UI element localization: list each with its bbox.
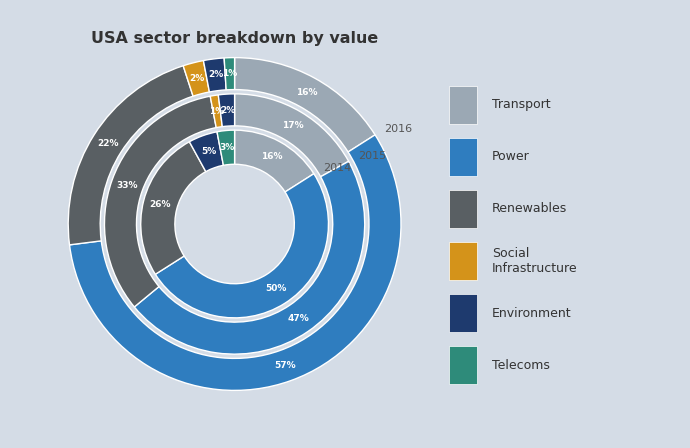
Wedge shape <box>135 161 365 354</box>
FancyBboxPatch shape <box>448 86 477 124</box>
Text: 1%: 1% <box>222 69 237 78</box>
Wedge shape <box>155 174 328 318</box>
Text: USA sector breakdown by value: USA sector breakdown by value <box>91 31 378 46</box>
FancyBboxPatch shape <box>448 294 477 332</box>
Text: 2016: 2016 <box>384 124 412 134</box>
Text: 16%: 16% <box>261 152 282 161</box>
Text: Transport: Transport <box>492 98 551 112</box>
Text: Environment: Environment <box>492 306 571 319</box>
Wedge shape <box>224 58 235 90</box>
Text: 47%: 47% <box>288 314 310 323</box>
Text: Renewables: Renewables <box>492 202 567 215</box>
Text: Telecoms: Telecoms <box>492 358 550 372</box>
FancyBboxPatch shape <box>448 242 477 280</box>
Text: 2%: 2% <box>208 70 224 79</box>
Wedge shape <box>189 132 224 172</box>
Wedge shape <box>183 60 210 96</box>
Text: 50%: 50% <box>265 284 286 293</box>
Text: 5%: 5% <box>201 147 216 156</box>
Text: 3%: 3% <box>219 143 235 152</box>
Text: Social
Infrastructure: Social Infrastructure <box>492 247 578 275</box>
FancyBboxPatch shape <box>448 346 477 384</box>
Wedge shape <box>141 142 206 274</box>
Wedge shape <box>70 135 401 390</box>
Text: 16%: 16% <box>296 88 318 97</box>
Wedge shape <box>217 130 235 165</box>
Text: 17%: 17% <box>282 121 304 130</box>
Wedge shape <box>235 58 375 152</box>
Text: Power: Power <box>492 151 530 164</box>
Text: 1%: 1% <box>209 107 224 116</box>
Text: 2014: 2014 <box>323 163 351 173</box>
Wedge shape <box>235 130 314 192</box>
Wedge shape <box>218 94 235 127</box>
Wedge shape <box>210 95 222 128</box>
FancyBboxPatch shape <box>448 190 477 228</box>
Text: 26%: 26% <box>150 200 171 209</box>
Text: 57%: 57% <box>275 361 297 370</box>
Wedge shape <box>104 96 216 307</box>
Wedge shape <box>204 58 226 92</box>
Wedge shape <box>235 94 348 177</box>
Text: 2%: 2% <box>190 74 205 83</box>
FancyBboxPatch shape <box>448 138 477 176</box>
Text: 2%: 2% <box>220 106 235 115</box>
Text: 33%: 33% <box>117 181 138 190</box>
Text: 2015: 2015 <box>358 151 386 161</box>
Wedge shape <box>68 66 193 245</box>
Text: 22%: 22% <box>97 139 119 148</box>
